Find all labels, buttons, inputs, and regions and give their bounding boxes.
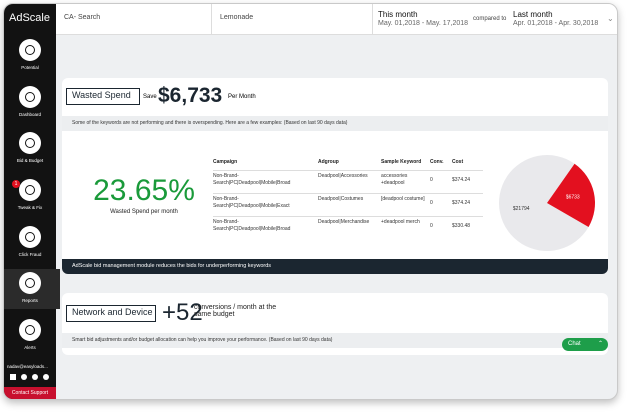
table-header: Campaign (213, 159, 238, 165)
pie-slice (547, 163, 595, 227)
table-cell: Deadpool|Accessories (318, 173, 368, 179)
nav-label: Click Fraud (18, 252, 42, 257)
nav-icon[interactable] (19, 272, 41, 294)
table-cell: Non-Brand-Search|PC|Deadpool|Mobile|Broa… (213, 173, 291, 186)
footer: AdScale bid management module reduces th… (62, 259, 608, 274)
nav-label: Reports (22, 298, 38, 303)
network-card: Network and Device +52 conversions / mon… (62, 293, 608, 355)
nav-icon[interactable] (19, 86, 41, 108)
table-cell: $374.24 (452, 200, 471, 206)
percent: 23.65% (93, 174, 195, 207)
app-window: AdScale Potential Dashboard Bid & Budget Tw… (3, 3, 618, 400)
note: Smart bid adjustments and/or budget allo… (62, 333, 608, 348)
table-cell: Deadpool|Costumes (318, 196, 364, 202)
table-cell: $374.24 (452, 177, 471, 183)
row-divider (213, 170, 483, 171)
percent-label: Wasted Spend per month (110, 209, 178, 215)
table-header: Conv. (430, 159, 444, 165)
save: Save (143, 94, 157, 100)
nav-icon[interactable] (19, 132, 41, 154)
table-header: Sample Keyword (381, 159, 422, 165)
pie: $21794 $6733 (499, 155, 595, 251)
table-cell: 0 (430, 177, 433, 183)
nav-label: Bid & Budget (16, 158, 44, 163)
table-cell: Deadpool|Merchandise (318, 219, 370, 225)
compare-period[interactable]: Apr. 01,2018 - Apr. 30,2018 (513, 20, 599, 27)
table-cell: accessories +deadpool (381, 173, 408, 186)
table-cell: $330.48 (452, 223, 471, 229)
desc: conversions / month at the same budget (194, 304, 277, 318)
card-title: Network and Device (66, 305, 156, 322)
nav-icon[interactable] (19, 226, 41, 248)
compare-label: Last month (513, 10, 553, 19)
user-email: nadav@easyloads... (7, 364, 48, 369)
row-divider (213, 193, 483, 194)
table-header: Cost (452, 159, 464, 165)
nav-icon[interactable] (19, 39, 41, 61)
compared: compared to (473, 16, 507, 22)
pie-slice (499, 155, 589, 251)
note: Some of the keywords are not performing … (62, 116, 608, 131)
chat-button[interactable]: Chat ⌃ (562, 338, 608, 351)
chevron[interactable]: ⌄ (607, 14, 614, 23)
table-header: Adgroup (318, 159, 339, 165)
period[interactable]: May. 01,2018 - May. 17,2018 (378, 20, 469, 27)
nav-icon[interactable] (19, 319, 41, 341)
nav-label: Dashboard (18, 112, 41, 117)
nav-icon[interactable] (19, 179, 41, 201)
pie-label: $21794 (513, 206, 530, 212)
amount: $6,733 (158, 84, 223, 107)
support-button[interactable]: Contact Support (4, 387, 56, 399)
account-select[interactable]: CA- Search (56, 4, 212, 34)
wasted-card: Wasted Spend Save $6,733 Per Month Some … (62, 78, 608, 274)
sidebar: AdScale Potential Dashboard Bid & Budget Tw… (4, 4, 60, 399)
pie-label: $6733 (566, 195, 580, 201)
period-label: This month (378, 10, 418, 19)
table-cell: [deadpool costume] (381, 196, 425, 202)
amount: +52 (162, 299, 203, 326)
table-cell: 0 (430, 223, 433, 229)
card-title: Wasted Spend (66, 88, 140, 105)
per: Per Month (228, 94, 256, 100)
account: CA- Search (64, 14, 101, 21)
chat: Chat (568, 341, 581, 347)
top-bar: CA- Search Lemonade This month May. 01,2… (56, 4, 617, 35)
user-icons (10, 374, 50, 381)
badge: 1 (12, 180, 20, 188)
table-cell: Non-Brand-Search|PC|Deadpool|Mobile|Exac… (213, 196, 290, 209)
row-divider (213, 216, 483, 217)
table-cell: +deadpool merch (381, 219, 420, 225)
logo: AdScale (9, 12, 50, 24)
table-cell: 0 (430, 200, 433, 206)
campaign-select[interactable]: Lemonade (212, 4, 373, 34)
campaign: Lemonade (220, 14, 254, 21)
table-cell: Non-Brand-Search|PC|Deadpool|Mobile|Broa… (213, 219, 291, 232)
nav-label: Potential (21, 65, 39, 70)
nav-label: Alerts (24, 345, 36, 350)
nav-label: Tweak & Fix (17, 205, 43, 210)
